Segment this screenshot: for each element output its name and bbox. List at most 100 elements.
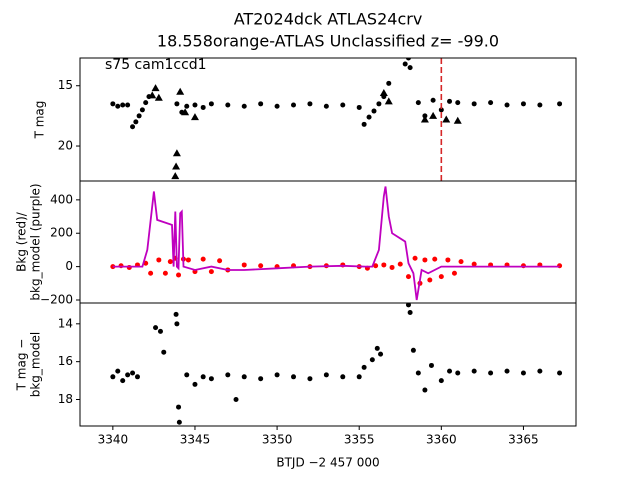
point	[225, 102, 231, 108]
y-tick-label: 20	[58, 139, 73, 153]
x-tick-label: 3365	[508, 433, 539, 447]
y-tick-label: 14	[58, 316, 73, 330]
point	[471, 261, 477, 267]
point	[241, 374, 247, 380]
point	[447, 98, 453, 104]
point	[192, 102, 198, 108]
point	[174, 321, 180, 327]
point	[115, 368, 121, 374]
upper-limit	[442, 115, 451, 123]
point	[438, 107, 444, 113]
point	[376, 101, 382, 107]
upper-limit	[379, 88, 388, 96]
point	[161, 349, 167, 355]
point	[438, 274, 444, 280]
point	[378, 351, 384, 357]
panel-frame	[79, 302, 577, 427]
point	[340, 374, 346, 380]
point	[291, 102, 297, 108]
point	[225, 372, 231, 378]
point	[520, 370, 526, 376]
point	[386, 80, 392, 86]
point	[110, 374, 116, 380]
point	[504, 368, 510, 374]
point	[504, 102, 510, 108]
point	[130, 370, 136, 376]
point	[125, 102, 131, 108]
point	[291, 374, 297, 380]
point	[438, 378, 444, 384]
point	[307, 101, 313, 107]
point	[258, 263, 264, 269]
point	[430, 97, 436, 103]
point	[157, 328, 163, 334]
point	[471, 101, 477, 107]
point	[520, 101, 526, 107]
upper-limit	[176, 87, 185, 95]
point	[176, 404, 182, 410]
point	[200, 374, 206, 380]
point	[173, 311, 179, 317]
point	[120, 378, 126, 384]
point	[167, 259, 173, 265]
point	[455, 100, 461, 106]
point	[356, 104, 362, 110]
point	[274, 372, 280, 378]
point	[407, 65, 413, 71]
point	[488, 370, 494, 376]
upper-limit	[151, 84, 160, 92]
point	[393, 297, 398, 302]
point	[110, 101, 116, 107]
point	[258, 376, 264, 382]
y-tick-label: −200	[40, 292, 73, 306]
point	[323, 103, 329, 109]
y-tick-label: 200	[50, 226, 73, 240]
point	[537, 368, 543, 374]
point	[200, 256, 206, 262]
point	[208, 376, 214, 382]
x-axis-label: BTJD −2 457 000	[276, 456, 379, 470]
point	[153, 325, 159, 331]
point	[432, 256, 438, 262]
point	[176, 272, 182, 278]
point	[139, 107, 145, 113]
point	[397, 261, 403, 267]
point	[130, 124, 136, 130]
upper-limit	[154, 93, 163, 101]
y-axis-label: bkg_model	[29, 332, 43, 398]
point	[402, 61, 408, 67]
point	[156, 257, 162, 263]
upper-limit	[171, 172, 180, 180]
point	[174, 101, 180, 107]
point	[445, 257, 451, 263]
point	[422, 257, 428, 263]
point	[455, 370, 461, 376]
point	[451, 270, 457, 276]
x-tick-label: 3360	[426, 433, 457, 447]
point	[422, 387, 428, 393]
upper-limit	[181, 108, 190, 116]
point	[415, 370, 421, 376]
point	[185, 257, 191, 263]
y-tick-label: 400	[50, 192, 73, 206]
subtitle: 18.558orange-ATLAS Unclassified z= -99.0	[157, 32, 499, 51]
point	[217, 258, 223, 264]
point	[120, 102, 126, 108]
title: AT2024dck ATLAS24crv	[234, 10, 423, 29]
panel-frame	[79, 57, 577, 182]
point	[241, 262, 247, 268]
y-axis-label: Bkg (red)/	[15, 211, 29, 272]
upper-limit	[148, 91, 157, 99]
x-tick-label: 3340	[98, 433, 129, 447]
point	[208, 101, 214, 107]
upper-limit	[429, 111, 438, 119]
point	[557, 101, 563, 107]
point	[410, 347, 416, 353]
point	[192, 381, 198, 387]
point	[405, 274, 411, 280]
upper-limit	[453, 116, 462, 124]
point	[427, 277, 433, 283]
point	[405, 303, 411, 308]
point	[323, 372, 329, 378]
point	[366, 114, 372, 120]
